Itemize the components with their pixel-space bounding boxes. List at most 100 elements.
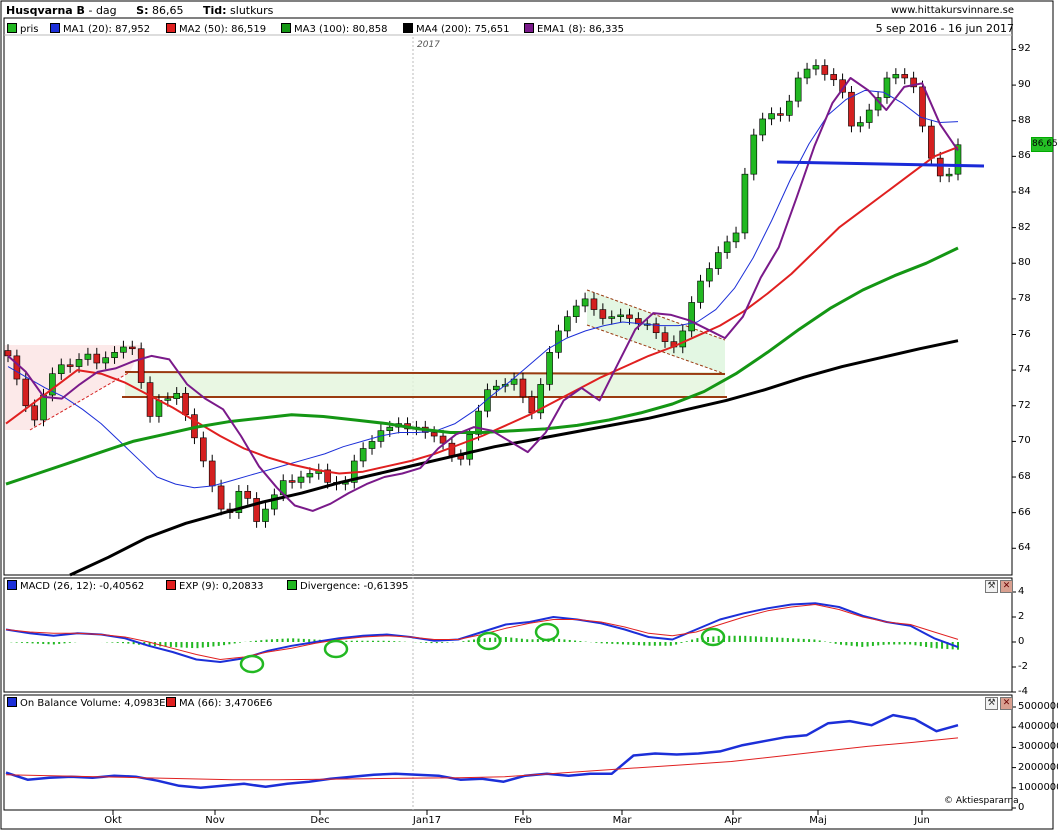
price-candle (217, 485, 225, 510)
legend-swatch (281, 23, 291, 33)
price-candle (84, 353, 92, 360)
legend-item-ema1: EMA1 (8): 86,335 (524, 23, 624, 36)
obv-y-tick-label: 2000000 (1018, 761, 1058, 773)
trend-dashed (29, 371, 131, 431)
price-candle (883, 77, 891, 98)
obv-series-line (5, 737, 959, 781)
price-candle (768, 113, 775, 120)
price-candle (306, 473, 314, 478)
price-candle (528, 396, 536, 414)
price-candle (519, 378, 527, 398)
price-candle (572, 305, 580, 317)
price-candle (936, 157, 944, 177)
macd-series-line (5, 602, 959, 663)
price-y-tick-label: 72 (1018, 399, 1031, 411)
price-candle (128, 346, 136, 350)
obv-y-tick-label: 4000000 (1018, 721, 1058, 733)
obv-y-tick-label: 5000000 (1018, 701, 1058, 712)
price-candle (510, 378, 518, 385)
legend-label: MA2 (50): 86,519 (179, 24, 267, 35)
price-candle (244, 490, 252, 499)
price-candle (120, 346, 127, 353)
macd-y-tick-label: 0 (1018, 636, 1025, 647)
price-candle (848, 91, 855, 127)
legend-label: Divergence: -0,61395 (300, 581, 409, 592)
price-candle (608, 316, 616, 319)
tid-label: Tid: (202, 4, 227, 17)
price-candle (66, 364, 74, 367)
price-candle (564, 316, 571, 332)
legend-swatch (50, 23, 60, 33)
channel-lower (586, 324, 726, 375)
obv-series-line (5, 713, 959, 790)
panel-frame (3, 577, 1013, 693)
price-candle (590, 298, 598, 310)
legend-label: EMA1 (8): 86,335 (537, 24, 625, 35)
price-series-line (5, 146, 959, 475)
legend-swatch (7, 580, 17, 590)
price-candle (821, 65, 829, 75)
macd-y-tick-label: 2 (1018, 611, 1025, 622)
price-y-tick-label: 70 (1018, 435, 1031, 447)
price-candle (679, 330, 687, 348)
price-candle (262, 508, 269, 522)
last-price-tag: 86,65 (1031, 137, 1058, 152)
legend-swatch (403, 23, 413, 33)
x-tick-label: Nov (205, 815, 225, 826)
copyright-label: © Aktiespararna (944, 796, 1019, 806)
price-y-tick-label: 92 (1018, 43, 1031, 55)
price-candle (57, 364, 65, 374)
price-candle (812, 65, 820, 70)
price-candle (93, 353, 101, 364)
price-candle (901, 74, 909, 79)
price-candle (49, 373, 56, 396)
price-candle (750, 134, 758, 175)
price-candle (652, 323, 660, 334)
price-candle (324, 469, 331, 483)
price-candle (111, 352, 118, 358)
price-y-tick-label: 68 (1018, 471, 1031, 483)
channel-upper (586, 289, 726, 341)
neckline (776, 160, 985, 168)
crossover-marker (700, 627, 726, 647)
price-candle (368, 441, 376, 449)
price-candle (723, 241, 731, 253)
price-series-line (5, 246, 959, 486)
price-candle (182, 392, 189, 415)
price-candle (164, 398, 172, 401)
price-y-tick-label: 90 (1018, 79, 1031, 91)
price-candle (146, 382, 154, 417)
price-y-tick-label: 76 (1018, 328, 1031, 340)
legend-label: pris (20, 24, 39, 35)
price-candle (493, 385, 500, 391)
price-candle (448, 442, 456, 456)
price-candle (31, 405, 38, 421)
x-tick-label: Jun (914, 815, 930, 826)
price-series-line (7, 77, 959, 512)
obv-settings-button[interactable]: ⚒ (985, 697, 998, 710)
macd-settings-button[interactable]: ⚒ (985, 580, 998, 593)
macd-close-button[interactable]: ✕ (1000, 580, 1013, 593)
price-candle (581, 298, 589, 307)
legend-swatch (7, 697, 17, 707)
price-candle (271, 494, 278, 510)
price-candle (919, 86, 926, 127)
price-y-tick-label: 84 (1018, 185, 1031, 197)
price-candle (4, 350, 12, 357)
obv-close-button[interactable]: ✕ (1000, 697, 1013, 710)
tid-value: slutkurs (230, 4, 274, 17)
price-y-tick-label: 64 (1018, 542, 1031, 554)
date-range: 5 sep 2016 - 16 jun 2017 (875, 22, 1014, 35)
panel-frame (3, 17, 1013, 576)
legend-item-exp: EXP (9): 0,20833 (166, 580, 263, 593)
price-candle (706, 268, 713, 282)
panel-frame (3, 694, 1013, 811)
price-candle (777, 113, 784, 116)
price-candle (910, 77, 917, 88)
macd-y-tick-label: -4 (1018, 686, 1028, 697)
price-candle (484, 389, 491, 412)
macd-y-tick-label: -2 (1018, 661, 1028, 672)
